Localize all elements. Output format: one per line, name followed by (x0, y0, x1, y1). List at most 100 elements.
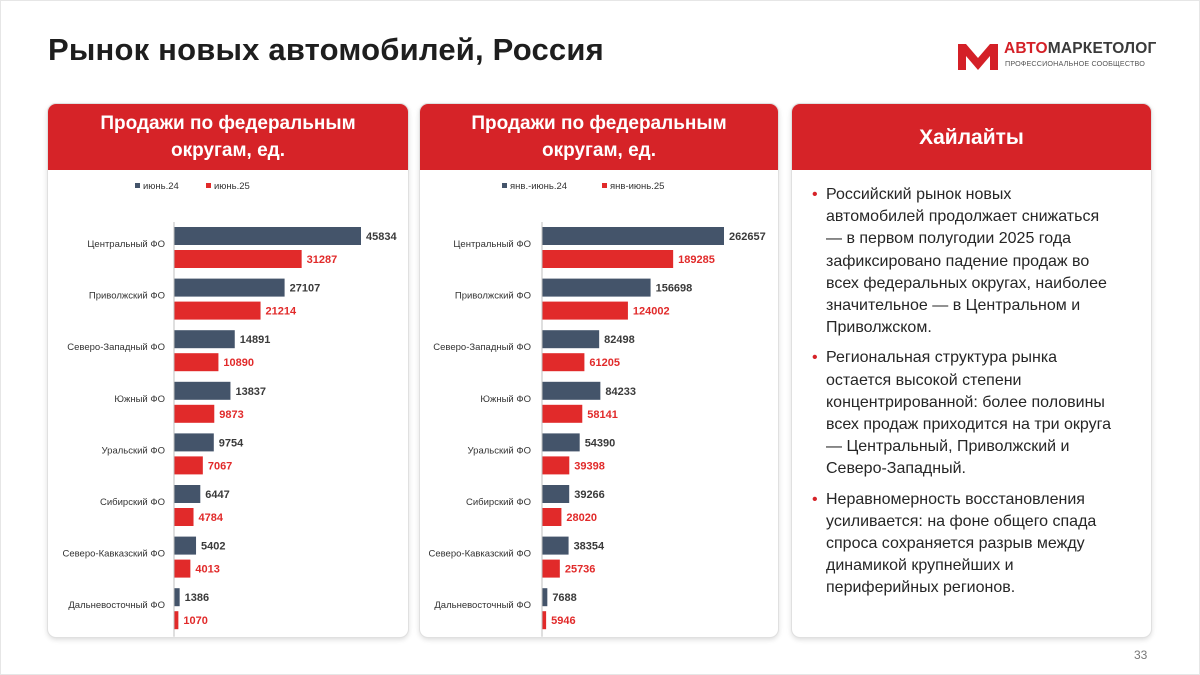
highlight-bullet: • Российский рынок новых автомобилей продо… (812, 184, 1131, 339)
category-label: Центральный ФО (453, 239, 531, 250)
chart-halfyear: янв.-июнь.24 янв-июнь.25 Центральный ФО 262… (428, 181, 766, 637)
bar-prev (174, 588, 180, 607)
bar-prev (542, 381, 601, 400)
bar-value-label: 124002 (633, 306, 670, 318)
legend-label-1: янв.-июнь.24 (510, 181, 567, 192)
category-label: Приволжский ФО (89, 291, 165, 302)
bar-value-label: 58141 (587, 409, 618, 421)
bar-curr (542, 353, 585, 372)
bar-value-label: 82498 (604, 334, 635, 346)
chart-monthly: июнь.24 июнь.25 Центральный ФО 45834 31287 Пр… (62, 181, 397, 637)
bullet-dot-icon: • (812, 349, 818, 367)
bar-prev (174, 381, 231, 400)
bar-curr (542, 404, 583, 423)
highlight-bullet: • Неравномерность восстановления усиливает… (812, 489, 1131, 600)
category-label: Северо-Западный ФО (67, 342, 165, 353)
bar-value-label: 25736 (565, 564, 596, 576)
bar-value-label: 1386 (185, 592, 209, 604)
bar-curr (174, 611, 179, 630)
legend-swatch-1 (135, 183, 140, 188)
highlight-line: Приволжском. (826, 319, 932, 337)
bar-value-label: 39266 (574, 489, 605, 501)
bar-prev (542, 278, 651, 297)
bar-value-label: 45834 (366, 231, 397, 243)
highlights-title: Хайлайты (792, 104, 1151, 170)
bar-curr (174, 353, 219, 372)
category-label: Дальневосточный ФО (434, 600, 531, 611)
logo-name-part1: АВТО (1004, 40, 1048, 57)
highlight-line: Северо-Западный. (826, 460, 966, 478)
highlight-line: остается высокой степени (826, 371, 1022, 389)
bar-value-label: 10890 (223, 357, 254, 369)
page-number: 33 (1134, 648, 1148, 662)
highlight-line: концентрированной: более половины (826, 393, 1105, 411)
category-label: Северо-Западный ФО (433, 342, 531, 353)
highlights-card: Хайлайты • Российский рынок новых автомоби… (792, 104, 1151, 637)
bar-value-label: 84233 (605, 386, 636, 398)
bar-prev (542, 485, 570, 503)
legend-label-1: июнь.24 (143, 181, 179, 192)
bar-prev (174, 433, 214, 452)
category-label: Сибирский ФО (466, 497, 531, 508)
chart-card-halfyear: янв.-июнь.24 янв-июнь.25 Центральный ФО 262… (420, 104, 778, 637)
logo-tagline: ПРОФЕССИОНАЛЬНОЕ СООБЩЕСТВО (1005, 59, 1145, 68)
bar-value-label: 4784 (199, 512, 224, 524)
bar-prev (174, 330, 235, 349)
bar-curr (174, 559, 191, 578)
page-title: Рынок новых автомобилей, Россия (48, 32, 604, 67)
bar-value-label: 1070 (183, 615, 207, 627)
bar-value-label: 6447 (205, 489, 229, 501)
highlight-line: спроса сохраняется разрыв между (826, 535, 1085, 553)
bullet-dot-icon: • (812, 490, 818, 508)
legend-swatch-1 (502, 183, 507, 188)
bar-value-label: 54390 (585, 437, 616, 449)
highlight-bullet: • Региональная структура рынка остается вы… (812, 347, 1131, 480)
highlight-line: — Центральный, Приволжский и (826, 438, 1070, 456)
bar-value-label: 13837 (235, 386, 266, 398)
chart-card-monthly: июнь.24 июнь.25 Центральный ФО 45834 31287 Пр… (48, 104, 408, 637)
highlight-line: динамикой крупнейших и (826, 557, 1014, 575)
highlight-line: Российский рынок новых (826, 186, 1012, 203)
category-label: Центральный ФО (87, 239, 165, 250)
bar-prev (174, 536, 197, 555)
bar-value-label: 39398 (574, 460, 605, 472)
bar-curr (174, 404, 215, 423)
bar-curr (174, 301, 261, 320)
highlight-line: Региональная структура рынка (826, 349, 1058, 367)
bar-value-label: 7688 (552, 592, 576, 604)
bar-curr (542, 508, 562, 526)
category-label: Приволжский ФО (455, 291, 531, 302)
bar-value-label: 9873 (219, 409, 243, 421)
logo-name-part2: МАРКЕТОЛОГ (1047, 40, 1157, 57)
bar-value-label: 27107 (290, 283, 321, 295)
logo-name: АВТОМАРКЕТОЛОГ (1004, 40, 1156, 58)
bar-value-label: 189285 (678, 254, 715, 266)
bar-value-label: 4013 (195, 564, 219, 576)
highlight-line: зафиксировано падение продаж во (826, 252, 1090, 270)
bar-value-label: 9754 (219, 437, 244, 449)
legend-swatch-2 (206, 183, 211, 188)
bar-value-label: 7067 (208, 460, 232, 472)
bar-curr (542, 611, 547, 630)
bar-value-label: 28020 (566, 512, 597, 524)
logo: АВТОМАРКЕТОЛОГ ПРОФЕССИОНАЛЬНОЕ СООБЩЕСТ… (958, 40, 1158, 74)
bar-prev (174, 278, 285, 297)
category-label: Уральский ФО (468, 445, 531, 456)
bar-curr (174, 456, 203, 475)
bar-prev (542, 588, 548, 607)
bar-curr (542, 456, 570, 475)
bar-value-label: 21214 (266, 306, 297, 318)
legend-label-2: июнь.25 (214, 181, 250, 192)
category-label: Сибирский ФО (100, 497, 165, 508)
bar-value-label: 61205 (589, 357, 620, 369)
bar-prev (174, 485, 201, 503)
bar-curr (542, 301, 628, 320)
bullet-dot-icon: • (812, 186, 818, 203)
bar-value-label: 5402 (201, 541, 225, 553)
bar-value-label: 31287 (307, 254, 338, 266)
chart-card-halfyear-title: Продажи по федеральным округам, ед. (420, 104, 778, 170)
bar-value-label: 262657 (729, 231, 766, 243)
chart-card-monthly-title: Продажи по федеральным округам, ед. (48, 104, 408, 170)
category-label: Южный ФО (480, 394, 531, 405)
bar-value-label: 14891 (240, 334, 271, 346)
